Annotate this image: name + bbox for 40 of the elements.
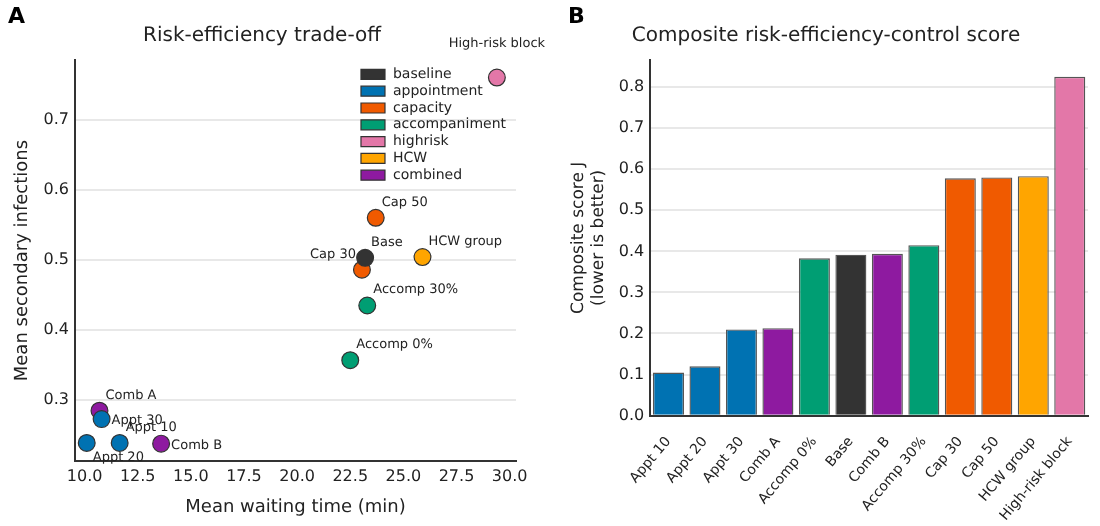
point — [413, 248, 432, 267]
y-tick-label: 0.5 — [43, 250, 70, 269]
y-tick-label: 0.2 — [618, 323, 645, 342]
text: B — [568, 2, 585, 29]
y-tick-label: 0.4 — [43, 320, 70, 339]
x-tick-label: 17.5 — [226, 466, 262, 485]
y-tick-label: 0.3 — [43, 390, 70, 409]
y-tick-label: 0.7 — [618, 118, 645, 137]
x-tick-label: 12.5 — [119, 466, 156, 485]
x-tick-label: 30.0 — [491, 466, 528, 485]
y-tick-label: 0.7 — [43, 109, 70, 128]
point — [487, 68, 506, 87]
point — [356, 248, 375, 267]
x-tick-label: 22.5 — [332, 466, 369, 485]
x-tick-label: 20.0 — [279, 466, 315, 485]
y-tick-label: 0.6 — [43, 179, 70, 198]
y-tick-label: 0.3 — [618, 282, 645, 301]
point — [358, 296, 377, 315]
y-tick-label: 0.5 — [618, 200, 645, 219]
x-tick-label: 10.0 — [66, 466, 103, 485]
y-tick-label: 0.8 — [618, 77, 645, 96]
point — [341, 351, 360, 370]
y-tick-label: 0.0 — [618, 405, 645, 424]
text: A — [8, 2, 26, 29]
y-axis-title: Composite score J (lower is better) — [568, 161, 610, 314]
x-tick-label: 15.0 — [173, 466, 209, 485]
chart-title: Risk-efficiency trade-off — [143, 25, 384, 48]
point — [110, 433, 129, 452]
point — [366, 208, 385, 227]
x-axis-title: Mean waiting time (min) — [185, 497, 406, 518]
point — [92, 410, 111, 429]
y-axis-title: Mean secondary infections — [13, 139, 34, 382]
y-tick-label: 0.4 — [618, 241, 645, 260]
x-tick-label: 27.5 — [438, 466, 475, 485]
y-tick-label: 0.1 — [618, 364, 645, 383]
x-tick-label: 25.0 — [385, 466, 422, 485]
y-tick-label: 0.6 — [618, 159, 645, 178]
point — [152, 434, 171, 453]
chart-title: Composite risk-efficiency-control score — [631, 25, 1021, 48]
point — [77, 433, 96, 452]
